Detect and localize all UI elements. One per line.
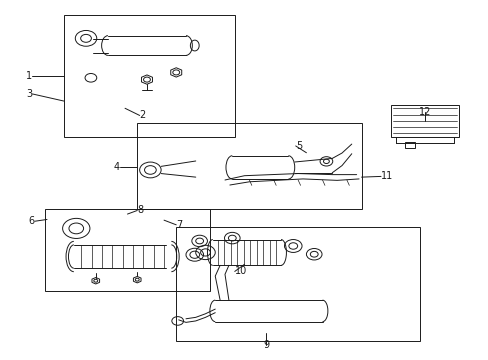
Bar <box>390 105 458 137</box>
Text: 7: 7 <box>176 220 182 230</box>
Bar <box>405 142 414 148</box>
Text: 5: 5 <box>295 141 301 151</box>
Text: 6: 6 <box>29 216 35 226</box>
Bar <box>64 15 234 137</box>
Text: 3: 3 <box>26 89 32 99</box>
Bar <box>44 209 210 291</box>
Text: 2: 2 <box>140 111 145 121</box>
Text: 12: 12 <box>418 107 430 117</box>
Bar <box>137 123 361 209</box>
Text: 1: 1 <box>26 71 32 81</box>
Bar <box>176 226 419 341</box>
Text: 4: 4 <box>114 162 120 172</box>
Text: 11: 11 <box>380 171 392 181</box>
Text: 10: 10 <box>234 266 246 276</box>
Text: 8: 8 <box>137 206 143 216</box>
Text: 9: 9 <box>263 340 269 350</box>
